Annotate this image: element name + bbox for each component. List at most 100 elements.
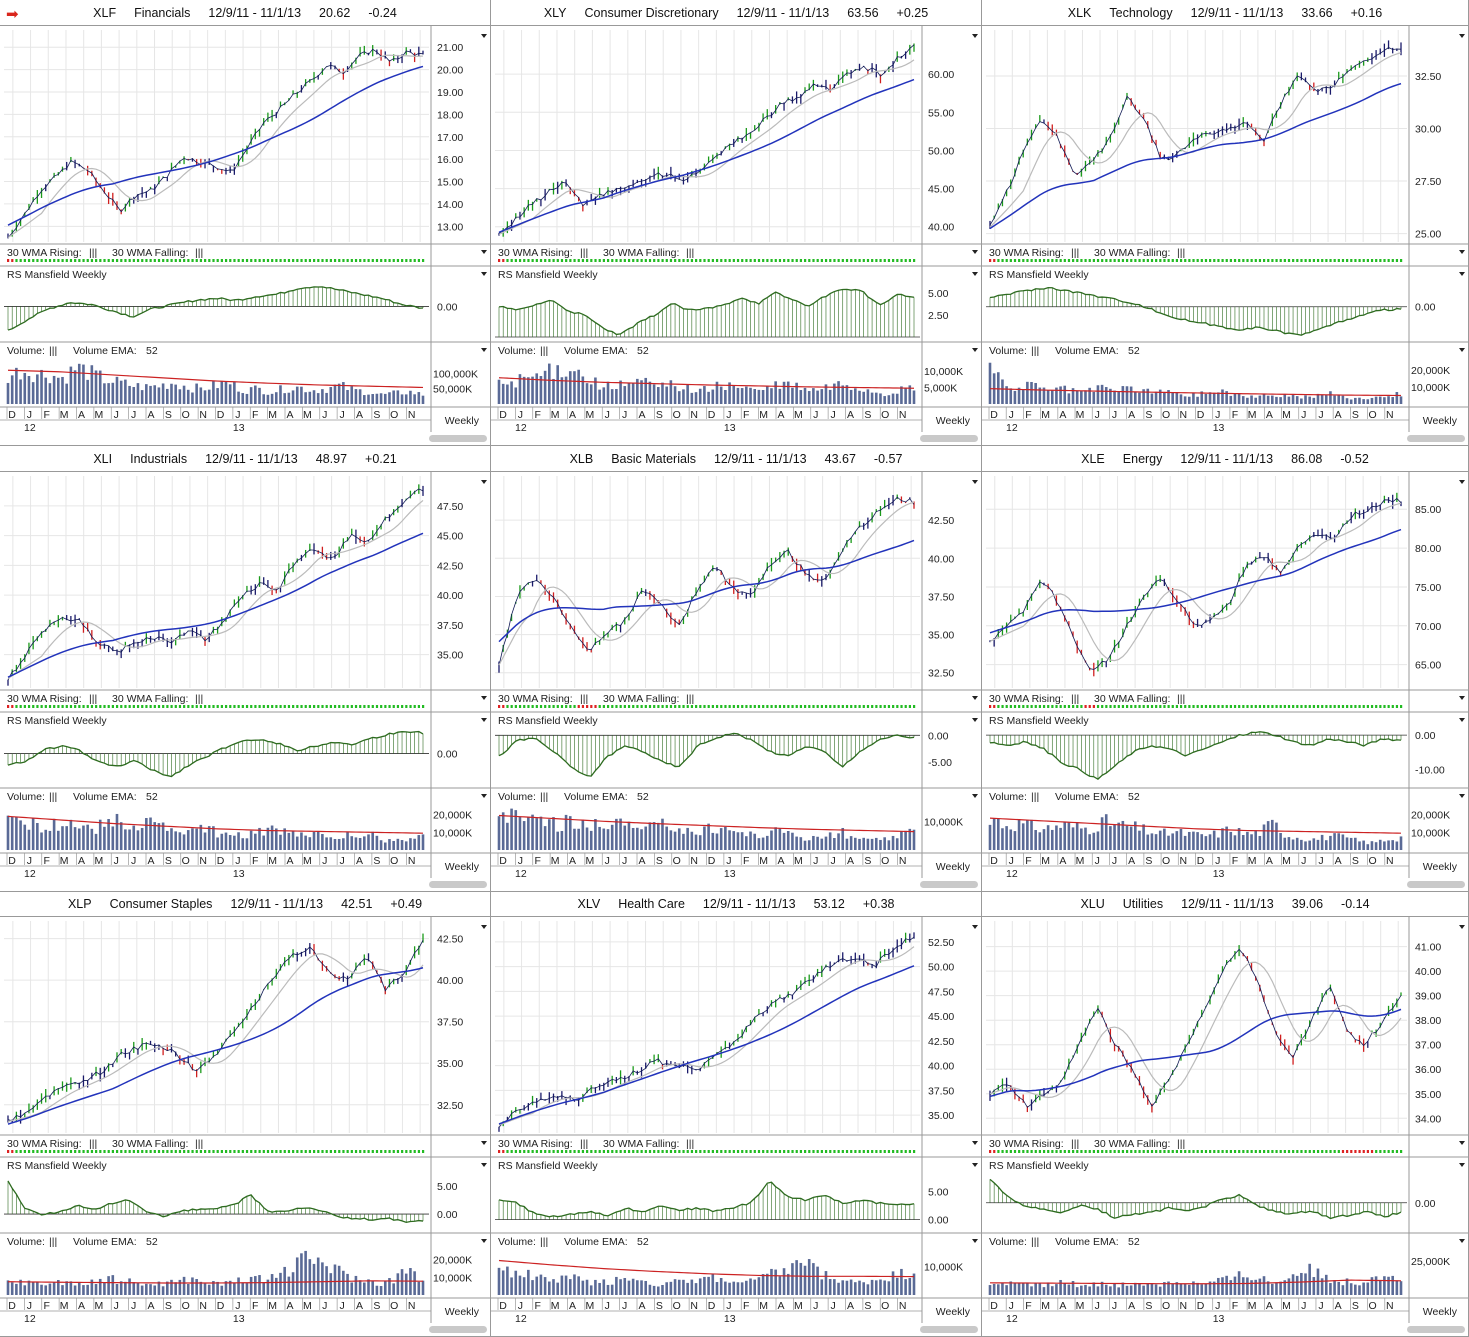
volume-bar (1075, 390, 1079, 404)
price-tick-label: 25.00 (1415, 229, 1441, 241)
dropdown-triangle-icon[interactable] (1459, 1239, 1465, 1243)
horizontal-scrollbar[interactable] (920, 1326, 978, 1333)
volume-bar (107, 383, 110, 404)
dropdown-triangle-icon[interactable] (972, 272, 978, 276)
dropdown-triangle-icon[interactable] (1459, 272, 1465, 276)
horizontal-scrollbar[interactable] (429, 435, 487, 442)
month-label: D (1197, 409, 1205, 421)
volume-bar (1370, 397, 1374, 404)
volume-bar (799, 1262, 803, 1295)
dropdown-triangle-icon[interactable] (481, 794, 487, 798)
chart-panel-xlk[interactable]: XLK Technology 12/9/11 - 11/1/13 33.66 +0.16… (982, 0, 1469, 446)
dropdown-triangle-icon[interactable] (972, 696, 978, 700)
dropdown-triangle-icon[interactable] (972, 348, 978, 352)
wma-direction-dot (611, 259, 614, 262)
chart-panel-xlp[interactable]: XLP Consumer Staples 12/9/11 - 11/1/13 42.5… (0, 891, 491, 1337)
month-label: M (268, 1300, 277, 1312)
volume-bar (610, 824, 614, 850)
dropdown-triangle-icon[interactable] (481, 696, 487, 700)
volume-bar (295, 386, 299, 404)
chart-panel-xly[interactable]: XLY Consumer Discretionary 12/9/11 - 11/1/… (491, 0, 982, 446)
volume-bar (1258, 395, 1262, 404)
volume-bar (1071, 388, 1075, 404)
chart-panel-xli[interactable]: XLI Industrials 12/9/11 - 11/1/13 48.97 +0.2… (0, 446, 491, 892)
wma-direction-dot (157, 259, 161, 262)
wma-direction-dot (354, 1150, 358, 1153)
wma-direction-dot (195, 259, 198, 262)
dropdown-triangle-icon[interactable] (481, 480, 487, 484)
month-label: M (586, 409, 595, 421)
horizontal-scrollbar[interactable] (920, 435, 978, 442)
volume-bar (23, 824, 27, 850)
dropdown-triangle-icon[interactable] (1459, 696, 1465, 700)
dropdown-triangle-icon[interactable] (972, 34, 978, 38)
price-tick-label: 47.50 (928, 986, 954, 998)
volume-bar (1362, 399, 1365, 404)
dropdown-triangle-icon[interactable] (481, 272, 487, 276)
horizontal-scrollbar[interactable] (429, 881, 487, 888)
wma-direction-dot (136, 705, 140, 708)
wma-direction-dot (615, 259, 618, 262)
horizontal-scrollbar[interactable] (920, 881, 978, 888)
wma10-line (989, 961, 1402, 1099)
wma-direction-dot (724, 259, 727, 262)
horizontal-scrollbar[interactable] (1407, 1326, 1465, 1333)
dropdown-triangle-icon[interactable] (972, 1239, 978, 1243)
dropdown-triangle-icon[interactable] (1459, 480, 1465, 484)
volume-bar (421, 834, 425, 850)
dropdown-triangle-icon[interactable] (481, 925, 487, 929)
dropdown-triangle-icon[interactable] (1459, 250, 1465, 254)
dropdown-triangle-icon[interactable] (972, 480, 978, 484)
wma-direction-dot (1038, 705, 1042, 708)
dropdown-triangle-icon[interactable] (481, 1163, 487, 1167)
dropdown-triangle-icon[interactable] (972, 250, 978, 254)
horizontal-scrollbar[interactable] (429, 1326, 487, 1333)
wma-direction-dot (1030, 1150, 1033, 1153)
volume-bar (44, 377, 48, 404)
dropdown-triangle-icon[interactable] (972, 794, 978, 798)
dropdown-triangle-icon[interactable] (1459, 1141, 1465, 1145)
dropdown-triangle-icon[interactable] (972, 718, 978, 722)
volume-bar (279, 1272, 282, 1295)
month-label: S (864, 1300, 871, 1312)
dropdown-triangle-icon[interactable] (481, 718, 487, 722)
dropdown-triangle-icon[interactable] (1459, 925, 1465, 929)
wma-direction-dot (350, 259, 353, 262)
chart-panel-xlv[interactable]: XLV Health Care 12/9/11 - 11/1/13 53.12 +0.3… (491, 891, 982, 1337)
dropdown-triangle-icon[interactable] (972, 925, 978, 929)
red-arrow-icon[interactable]: ➡ (6, 6, 19, 23)
wma-direction-dot (1341, 1150, 1345, 1153)
wma-direction-dot (1096, 1150, 1100, 1153)
volume-ema-period: 52 (146, 345, 158, 357)
volume-bar (694, 834, 698, 850)
month-label: J (114, 1300, 119, 1312)
dropdown-triangle-icon[interactable] (481, 1141, 487, 1145)
dropdown-triangle-icon[interactable] (1459, 348, 1465, 352)
wma-direction-dot (1013, 1150, 1017, 1153)
price-tick-label: 40.00 (928, 553, 954, 565)
dropdown-triangle-icon[interactable] (1459, 718, 1465, 722)
wma-direction-dot (678, 259, 681, 262)
dropdown-triangle-icon[interactable] (1459, 1163, 1465, 1167)
volume-bar (157, 823, 161, 850)
dropdown-triangle-icon[interactable] (481, 348, 487, 352)
horizontal-scrollbar[interactable] (1407, 435, 1465, 442)
wma-direction-dot (1316, 1150, 1320, 1153)
chart-panel-xlb[interactable]: XLB Basic Materials 12/9/11 - 11/1/13 43.67… (491, 446, 982, 892)
volume-bar (354, 837, 358, 850)
dropdown-triangle-icon[interactable] (481, 34, 487, 38)
dropdown-triangle-icon[interactable] (1459, 34, 1465, 38)
dropdown-triangle-icon[interactable] (481, 250, 487, 254)
dropdown-triangle-icon[interactable] (972, 1141, 978, 1145)
weekly-interval-label: Weekly (445, 861, 480, 873)
dropdown-triangle-icon[interactable] (972, 1163, 978, 1167)
chart-panel-xlu[interactable]: XLU Utilities 12/9/11 - 11/1/13 39.06 -0.14 4… (982, 891, 1469, 1337)
horizontal-scrollbar[interactable] (1407, 881, 1465, 888)
volume-bar (778, 388, 782, 404)
dropdown-triangle-icon[interactable] (481, 1239, 487, 1243)
chart-panel-xle[interactable]: XLE Energy 12/9/11 - 11/1/13 86.08 -0.52 85.0… (982, 446, 1469, 892)
dropdown-triangle-icon[interactable] (1459, 794, 1465, 798)
month-label: O (1162, 855, 1170, 867)
wma-direction-dot (816, 259, 819, 262)
chart-panel-xlf[interactable]: XLF Financials 12/9/11 - 11/1/13 20.62 -0.24… (0, 0, 491, 446)
